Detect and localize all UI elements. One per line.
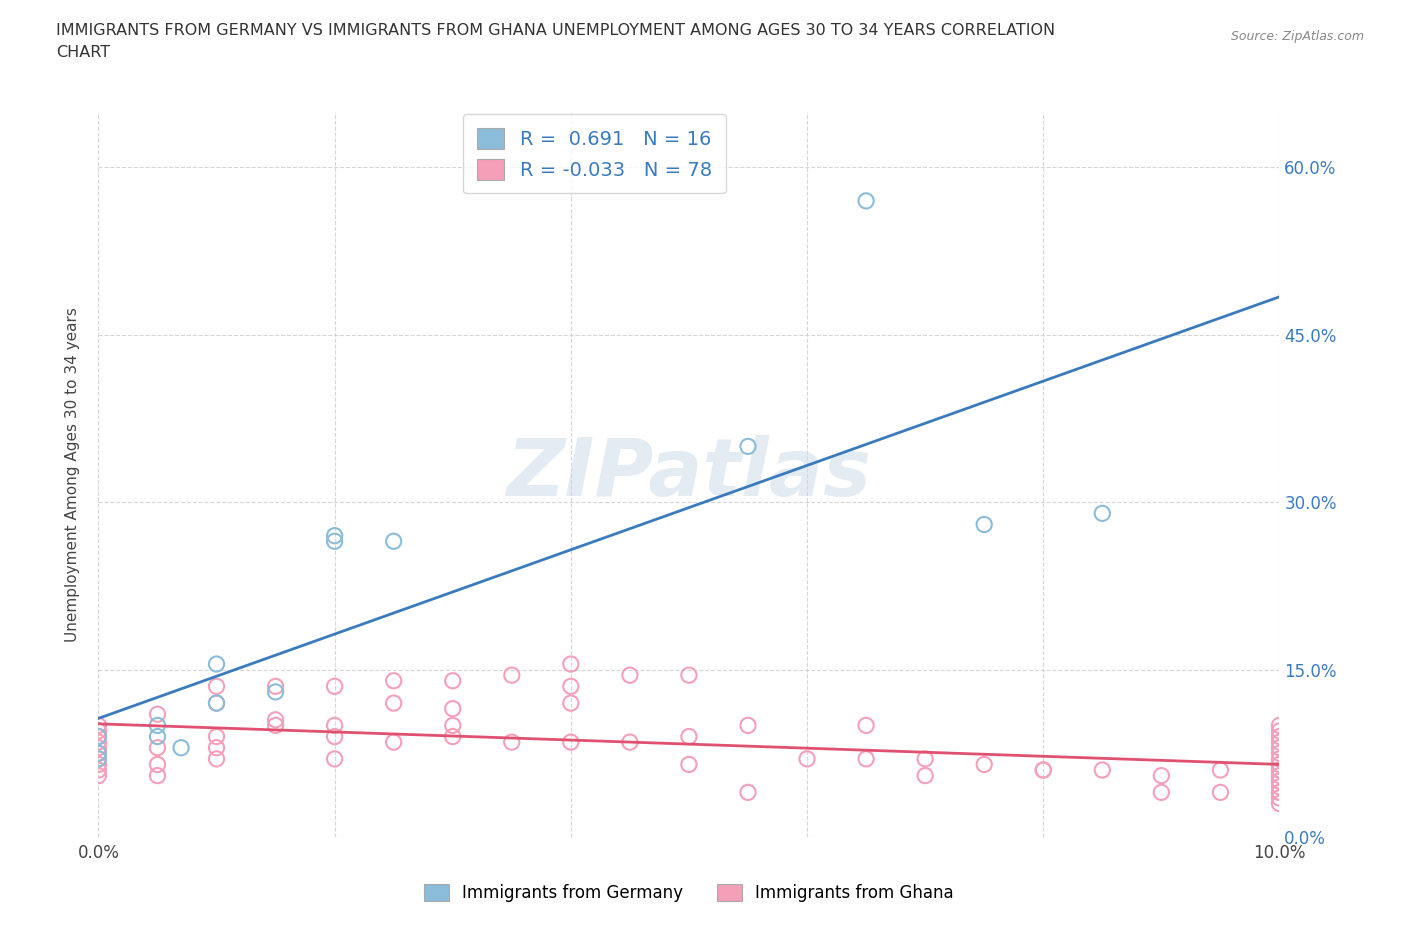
Point bbox=[205, 679, 228, 694]
Point bbox=[973, 517, 995, 532]
Point bbox=[146, 768, 169, 783]
Point bbox=[855, 751, 877, 766]
Point bbox=[382, 673, 405, 688]
Point bbox=[1268, 774, 1291, 789]
Point bbox=[87, 757, 110, 772]
Point bbox=[264, 718, 287, 733]
Point bbox=[87, 746, 110, 761]
Text: Source: ZipAtlas.com: Source: ZipAtlas.com bbox=[1230, 30, 1364, 43]
Point bbox=[323, 718, 346, 733]
Point bbox=[205, 696, 228, 711]
Point bbox=[146, 757, 169, 772]
Point bbox=[737, 785, 759, 800]
Point bbox=[678, 757, 700, 772]
Point bbox=[87, 751, 110, 766]
Point bbox=[264, 712, 287, 727]
Point bbox=[87, 735, 110, 750]
Point bbox=[914, 751, 936, 766]
Y-axis label: Unemployment Among Ages 30 to 34 years: Unemployment Among Ages 30 to 34 years bbox=[65, 307, 80, 642]
Point bbox=[1268, 763, 1291, 777]
Point bbox=[323, 679, 346, 694]
Point bbox=[323, 729, 346, 744]
Point bbox=[1091, 506, 1114, 521]
Point bbox=[1268, 774, 1291, 789]
Point bbox=[1268, 751, 1291, 766]
Point bbox=[1032, 763, 1054, 777]
Point bbox=[87, 729, 110, 744]
Point bbox=[382, 534, 405, 549]
Point bbox=[323, 534, 346, 549]
Point bbox=[1268, 790, 1291, 805]
Point bbox=[441, 673, 464, 688]
Point bbox=[560, 696, 582, 711]
Point bbox=[1032, 763, 1054, 777]
Point bbox=[205, 696, 228, 711]
Point bbox=[1268, 785, 1291, 800]
Point bbox=[1268, 768, 1291, 783]
Point bbox=[264, 679, 287, 694]
Point bbox=[87, 724, 110, 738]
Point bbox=[1268, 718, 1291, 733]
Point bbox=[205, 657, 228, 671]
Point bbox=[560, 657, 582, 671]
Point bbox=[87, 768, 110, 783]
Point bbox=[1209, 785, 1232, 800]
Point bbox=[619, 668, 641, 683]
Point bbox=[441, 729, 464, 744]
Point bbox=[560, 735, 582, 750]
Point bbox=[87, 746, 110, 761]
Text: CHART: CHART bbox=[56, 45, 110, 60]
Point bbox=[973, 757, 995, 772]
Point bbox=[146, 707, 169, 722]
Point bbox=[1268, 735, 1291, 750]
Text: ZIPatlas: ZIPatlas bbox=[506, 435, 872, 513]
Point bbox=[441, 701, 464, 716]
Point bbox=[323, 751, 346, 766]
Point bbox=[914, 768, 936, 783]
Point bbox=[205, 740, 228, 755]
Point bbox=[737, 718, 759, 733]
Point bbox=[87, 718, 110, 733]
Point bbox=[619, 735, 641, 750]
Point bbox=[205, 751, 228, 766]
Point bbox=[146, 718, 169, 733]
Point bbox=[501, 735, 523, 750]
Point bbox=[678, 668, 700, 683]
Point bbox=[441, 718, 464, 733]
Point bbox=[1150, 768, 1173, 783]
Point bbox=[855, 193, 877, 208]
Point bbox=[855, 718, 877, 733]
Point bbox=[796, 751, 818, 766]
Point bbox=[1268, 763, 1291, 777]
Point bbox=[560, 679, 582, 694]
Point bbox=[1268, 746, 1291, 761]
Point bbox=[737, 439, 759, 454]
Point bbox=[205, 729, 228, 744]
Point bbox=[382, 696, 405, 711]
Point bbox=[1268, 729, 1291, 744]
Point bbox=[501, 668, 523, 683]
Point bbox=[1209, 763, 1232, 777]
Point bbox=[1268, 757, 1291, 772]
Point bbox=[382, 735, 405, 750]
Point bbox=[264, 684, 287, 699]
Legend: Immigrants from Germany, Immigrants from Ghana: Immigrants from Germany, Immigrants from… bbox=[418, 877, 960, 909]
Point bbox=[1150, 785, 1173, 800]
Point bbox=[87, 729, 110, 744]
Point bbox=[170, 740, 193, 755]
Point bbox=[87, 751, 110, 766]
Point bbox=[87, 740, 110, 755]
Point bbox=[146, 740, 169, 755]
Point bbox=[1091, 763, 1114, 777]
Point bbox=[1268, 740, 1291, 755]
Text: IMMIGRANTS FROM GERMANY VS IMMIGRANTS FROM GHANA UNEMPLOYMENT AMONG AGES 30 TO 3: IMMIGRANTS FROM GERMANY VS IMMIGRANTS FR… bbox=[56, 23, 1056, 38]
Point bbox=[678, 729, 700, 744]
Point bbox=[1268, 779, 1291, 794]
Point bbox=[146, 729, 169, 744]
Point bbox=[1268, 796, 1291, 811]
Point bbox=[1268, 724, 1291, 738]
Point bbox=[1268, 785, 1291, 800]
Point bbox=[87, 763, 110, 777]
Point bbox=[323, 528, 346, 543]
